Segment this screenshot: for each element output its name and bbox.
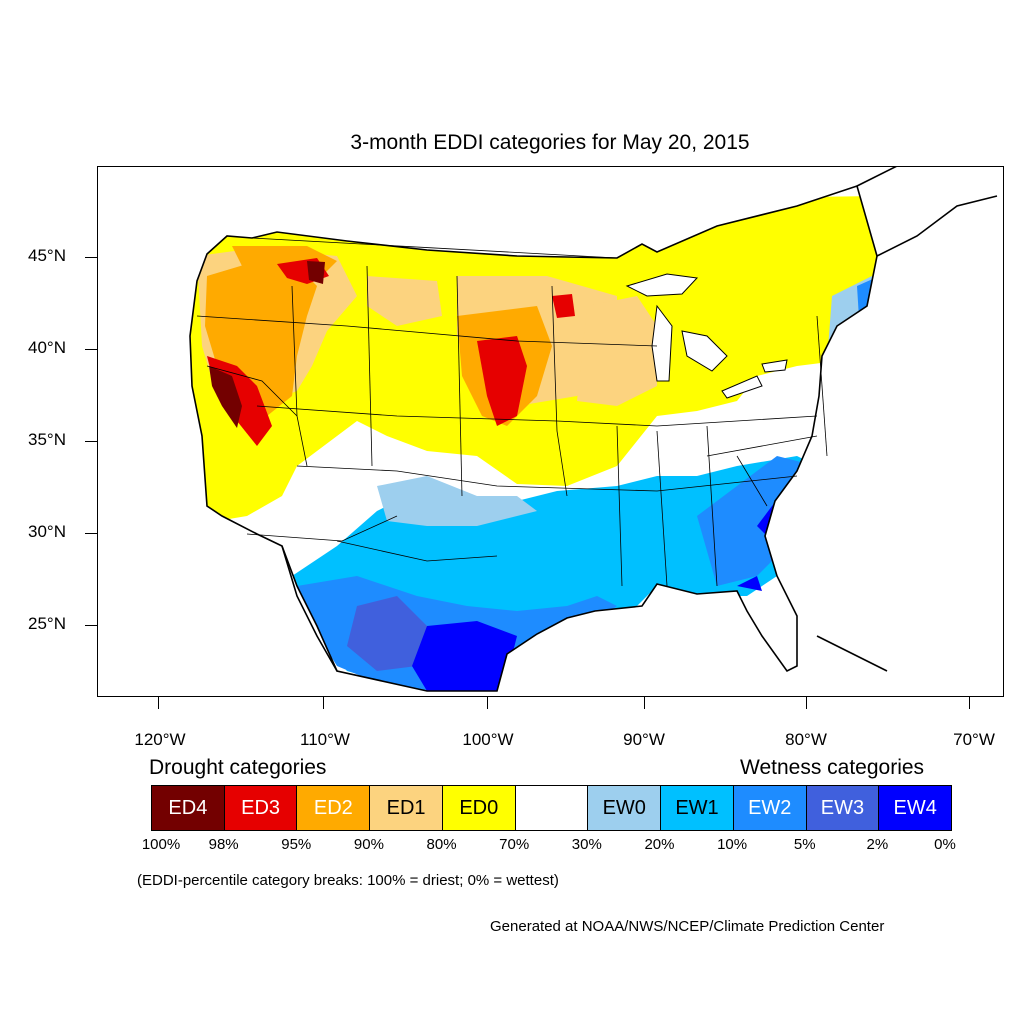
legend-break-label: 0% [934, 836, 956, 853]
x-label: 120°W [134, 730, 186, 749]
y-tick [85, 349, 97, 350]
legend-break-label: 100% [141, 836, 181, 853]
legend-cell: ED2 [297, 786, 371, 830]
y-label: 25°N [28, 614, 66, 633]
legend-cell: ED3 [224, 786, 298, 830]
legend-break-label: 70% [499, 836, 530, 853]
x-tick [158, 697, 159, 709]
legend-cell: EW4 [879, 786, 952, 830]
legend-break-label: 30% [571, 836, 602, 853]
eddi-map [97, 166, 1004, 697]
y-label: 45°N [28, 246, 66, 265]
x-tick [969, 697, 970, 709]
legend-cell: ED0 [442, 786, 516, 830]
y-label: 35°N [28, 430, 66, 449]
legend-colorbar: ED4 ED3 ED2 ED1 ED0 EW0 EW1 EW2 EW3 EW4 [151, 785, 952, 831]
legend-break-label: 10% [717, 836, 748, 853]
legend-break-label: 90% [353, 836, 384, 853]
credit-text: Generated at NOAA/NWS/NCEP/Climate Predi… [490, 918, 885, 935]
legend-cell: EW3 [806, 786, 880, 830]
x-tick [323, 697, 324, 709]
y-label: 40°N [28, 338, 66, 357]
legend-cell [515, 786, 589, 830]
y-tick [85, 625, 97, 626]
legend-break-label: 95% [281, 836, 312, 853]
legend-cell: EW2 [733, 786, 807, 830]
x-tick [806, 697, 807, 709]
legend-cell: EW1 [661, 786, 734, 830]
x-tick [487, 697, 488, 709]
x-label: 100°W [462, 730, 514, 749]
legend-cell: EW0 [588, 786, 662, 830]
legend-break-label: 80% [426, 836, 457, 853]
legend-break-label: 2% [866, 836, 889, 853]
x-label: 70°W [953, 730, 995, 749]
legend-cell: ED1 [370, 786, 443, 830]
category-note: (EDDI-percentile category breaks: 100% =… [137, 872, 559, 889]
x-tick [644, 697, 645, 709]
y-tick [85, 257, 97, 258]
y-tick [85, 533, 97, 534]
legend-break-label: 98% [208, 836, 239, 853]
drought-heading: Drought categories [149, 756, 327, 779]
legend-break-label: 20% [644, 836, 675, 853]
legend-break-label: 5% [793, 836, 816, 853]
x-label: 110°W [300, 730, 350, 749]
y-label: 30°N [28, 522, 66, 541]
wetness-heading: Wetness categories [740, 756, 925, 779]
map-title: 3-month EDDI categories for May 20, 2015 [350, 131, 750, 154]
legend-cell: ED4 [152, 786, 225, 830]
x-label: 80°W [785, 730, 827, 749]
y-tick [85, 441, 97, 442]
x-label: 90°W [623, 730, 665, 749]
